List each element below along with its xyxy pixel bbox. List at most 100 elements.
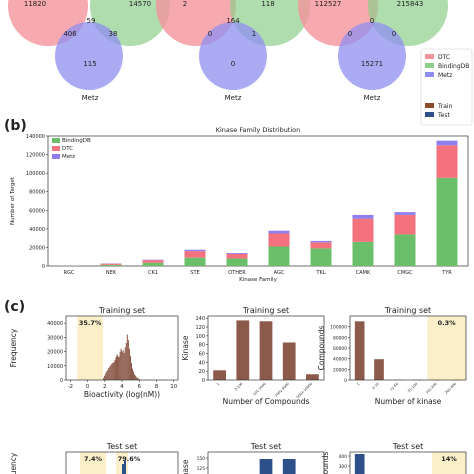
- chart-c1-bin: [131, 368, 134, 380]
- chart-c1-bin: [124, 347, 126, 380]
- chart-c1-bin: [113, 362, 115, 380]
- legend-metz-swatch: [425, 72, 434, 77]
- venn-3-top-left: 112527: [315, 0, 342, 8]
- chart-c1-bin: [136, 377, 138, 380]
- legend-dtc-label: DTC: [438, 54, 450, 61]
- chart-b-xtick-label: CMGC: [397, 270, 413, 276]
- chart-b-bar-dtc: [226, 253, 248, 259]
- chart-b-bar-metz: [268, 230, 290, 234]
- chart-c1-bin: [118, 357, 120, 380]
- venn-3-bottom: 15271: [361, 60, 383, 68]
- venn-2-right-mid: 1: [252, 30, 256, 38]
- chart-b-legend-label: DTC: [62, 146, 73, 152]
- chart-b-bar-bindingdb: [394, 234, 416, 266]
- chart-c6-bar: [354, 454, 365, 474]
- legend-test-label: Test: [437, 112, 450, 119]
- chart-c1-ytick-label: 0: [60, 378, 63, 384]
- venn-1-left-mid: 406: [63, 30, 77, 38]
- chart-b-ytick-label: 40000: [29, 227, 45, 233]
- chart-c1-bin: [103, 377, 105, 380]
- venn-1-bottom: 115: [83, 60, 96, 68]
- chart-c6-ytick-label: 400: [339, 454, 348, 460]
- chart-c1-ytick-label: 20000: [47, 350, 63, 356]
- chart-c2-bar: [306, 374, 319, 380]
- chart-c1-xtick-label: 10: [170, 384, 177, 390]
- venn-3-metz-label: Metz: [364, 94, 381, 102]
- chart-c3-highlight-label: 0.3%: [438, 319, 457, 327]
- chart-b-xtick-label: TKL: [315, 270, 325, 276]
- chart-c1-bin: [138, 378, 140, 380]
- chart-c4-frame: [65, 451, 179, 474]
- chart-b-legend-swatch: [52, 146, 60, 151]
- chart-b-legend-label: BindingDB: [62, 138, 91, 144]
- chart-c4-ylabel: Frequency: [9, 452, 18, 474]
- chart-c6-ytick-label: 300: [339, 464, 348, 470]
- chart-c1-xtick-label: 6: [137, 384, 141, 390]
- chart-b-ytick-label: 140000: [26, 134, 45, 140]
- chart-c4-bin: [122, 464, 124, 474]
- chart-c1-bin: [137, 378, 139, 380]
- chart-c1-bin: [115, 357, 117, 380]
- legend-metz-label: Metz: [438, 72, 452, 79]
- chart-c1-bin: [105, 373, 107, 380]
- venn-3-top-right: 215843: [397, 0, 424, 8]
- chart-c3-xtick-label: 201-400: [444, 382, 457, 395]
- chart-c1-bin: [135, 375, 137, 380]
- chart-c2-bar: [282, 342, 296, 380]
- chart-b-bar-bindingdb: [142, 262, 164, 266]
- chart-c5-ylabel: Kinase: [181, 459, 190, 474]
- chart-b-ytick-label: 60000: [29, 208, 45, 214]
- chart-c2-bar: [213, 370, 226, 380]
- train-bioactivity-histogram: Training set 35.7% -2 0 2 4 6 8 10 0 10000 20000 300…: [9, 306, 179, 399]
- chart-c1-xtick-label: 0: [86, 384, 90, 390]
- venn-1-metz-circle: [55, 22, 123, 90]
- chart-c5-bar: [259, 459, 273, 474]
- chart-c2-frame: [207, 315, 325, 381]
- train-compounds-kinase-bar: Training set 0.3% 1 2-10 11-50 51-100 101-200 2…: [317, 306, 467, 406]
- chart-b-bar-bindingdb: [268, 246, 290, 266]
- chart-c1-bin: [126, 334, 128, 380]
- chart-c6-highlight: [432, 452, 466, 474]
- chart-c2-xtick-label: 1001-5000: [274, 382, 290, 398]
- chart-c1-bin: [116, 354, 118, 380]
- chart-b-bar-metz: [310, 240, 332, 243]
- chart-b-bar-dtc: [100, 263, 122, 265]
- venn-3-center: 0: [370, 17, 374, 25]
- venn-2-metz-circle: [199, 22, 267, 90]
- chart-c3-ytick-label: 20000: [333, 367, 347, 373]
- chart-c2-ytick-label: 100: [195, 334, 205, 340]
- chart-c2-ytick-label: 80: [199, 343, 205, 349]
- chart-c5-ytick-label: 150: [197, 456, 206, 462]
- venn-3-left-mid: 0: [348, 30, 352, 38]
- chart-c1-bin: [130, 362, 132, 380]
- venn-3-metz-circle: [338, 22, 406, 90]
- venn-2-left-mid: 0: [208, 30, 212, 38]
- chart-b-bar-metz: [184, 249, 206, 252]
- chart-c1-bin: [112, 362, 114, 380]
- chart-c1-bin: [123, 352, 125, 380]
- chart-b-bar-metz: [226, 253, 248, 254]
- chart-b-legend-swatch: [52, 154, 60, 159]
- chart-c3-ytick-label: 60000: [333, 346, 347, 352]
- chart-b-xtick-label: OTHER: [228, 270, 246, 276]
- chart-b-ytick-label: 0: [42, 264, 45, 270]
- venn-diagram-3: 112527 215843 0 0 0 15271 Metz: [298, 0, 448, 102]
- venn-2-top-right: 118: [261, 0, 274, 8]
- chart-c1-xtick-label: -2: [68, 384, 73, 390]
- chart-c1-ylabel: Frequency: [9, 328, 18, 367]
- chart-c2-ytick-label: 120: [195, 325, 205, 331]
- panel-label-c: (c): [4, 299, 25, 315]
- chart-c3-ytick-label: 100000: [330, 325, 347, 331]
- chart-b-xtick-label: STE: [190, 270, 199, 276]
- legend-bindingdb-swatch: [425, 63, 434, 68]
- venn-2-top-left: 2: [183, 0, 187, 8]
- chart-c3-xtick-label: 101-200: [425, 382, 438, 395]
- chart-b-bar-dtc: [394, 214, 416, 235]
- chart-b-ytick-label: 20000: [29, 245, 45, 251]
- chart-c3-ytick-label: 0: [344, 378, 347, 384]
- chart-c5-title: Test set: [250, 442, 282, 451]
